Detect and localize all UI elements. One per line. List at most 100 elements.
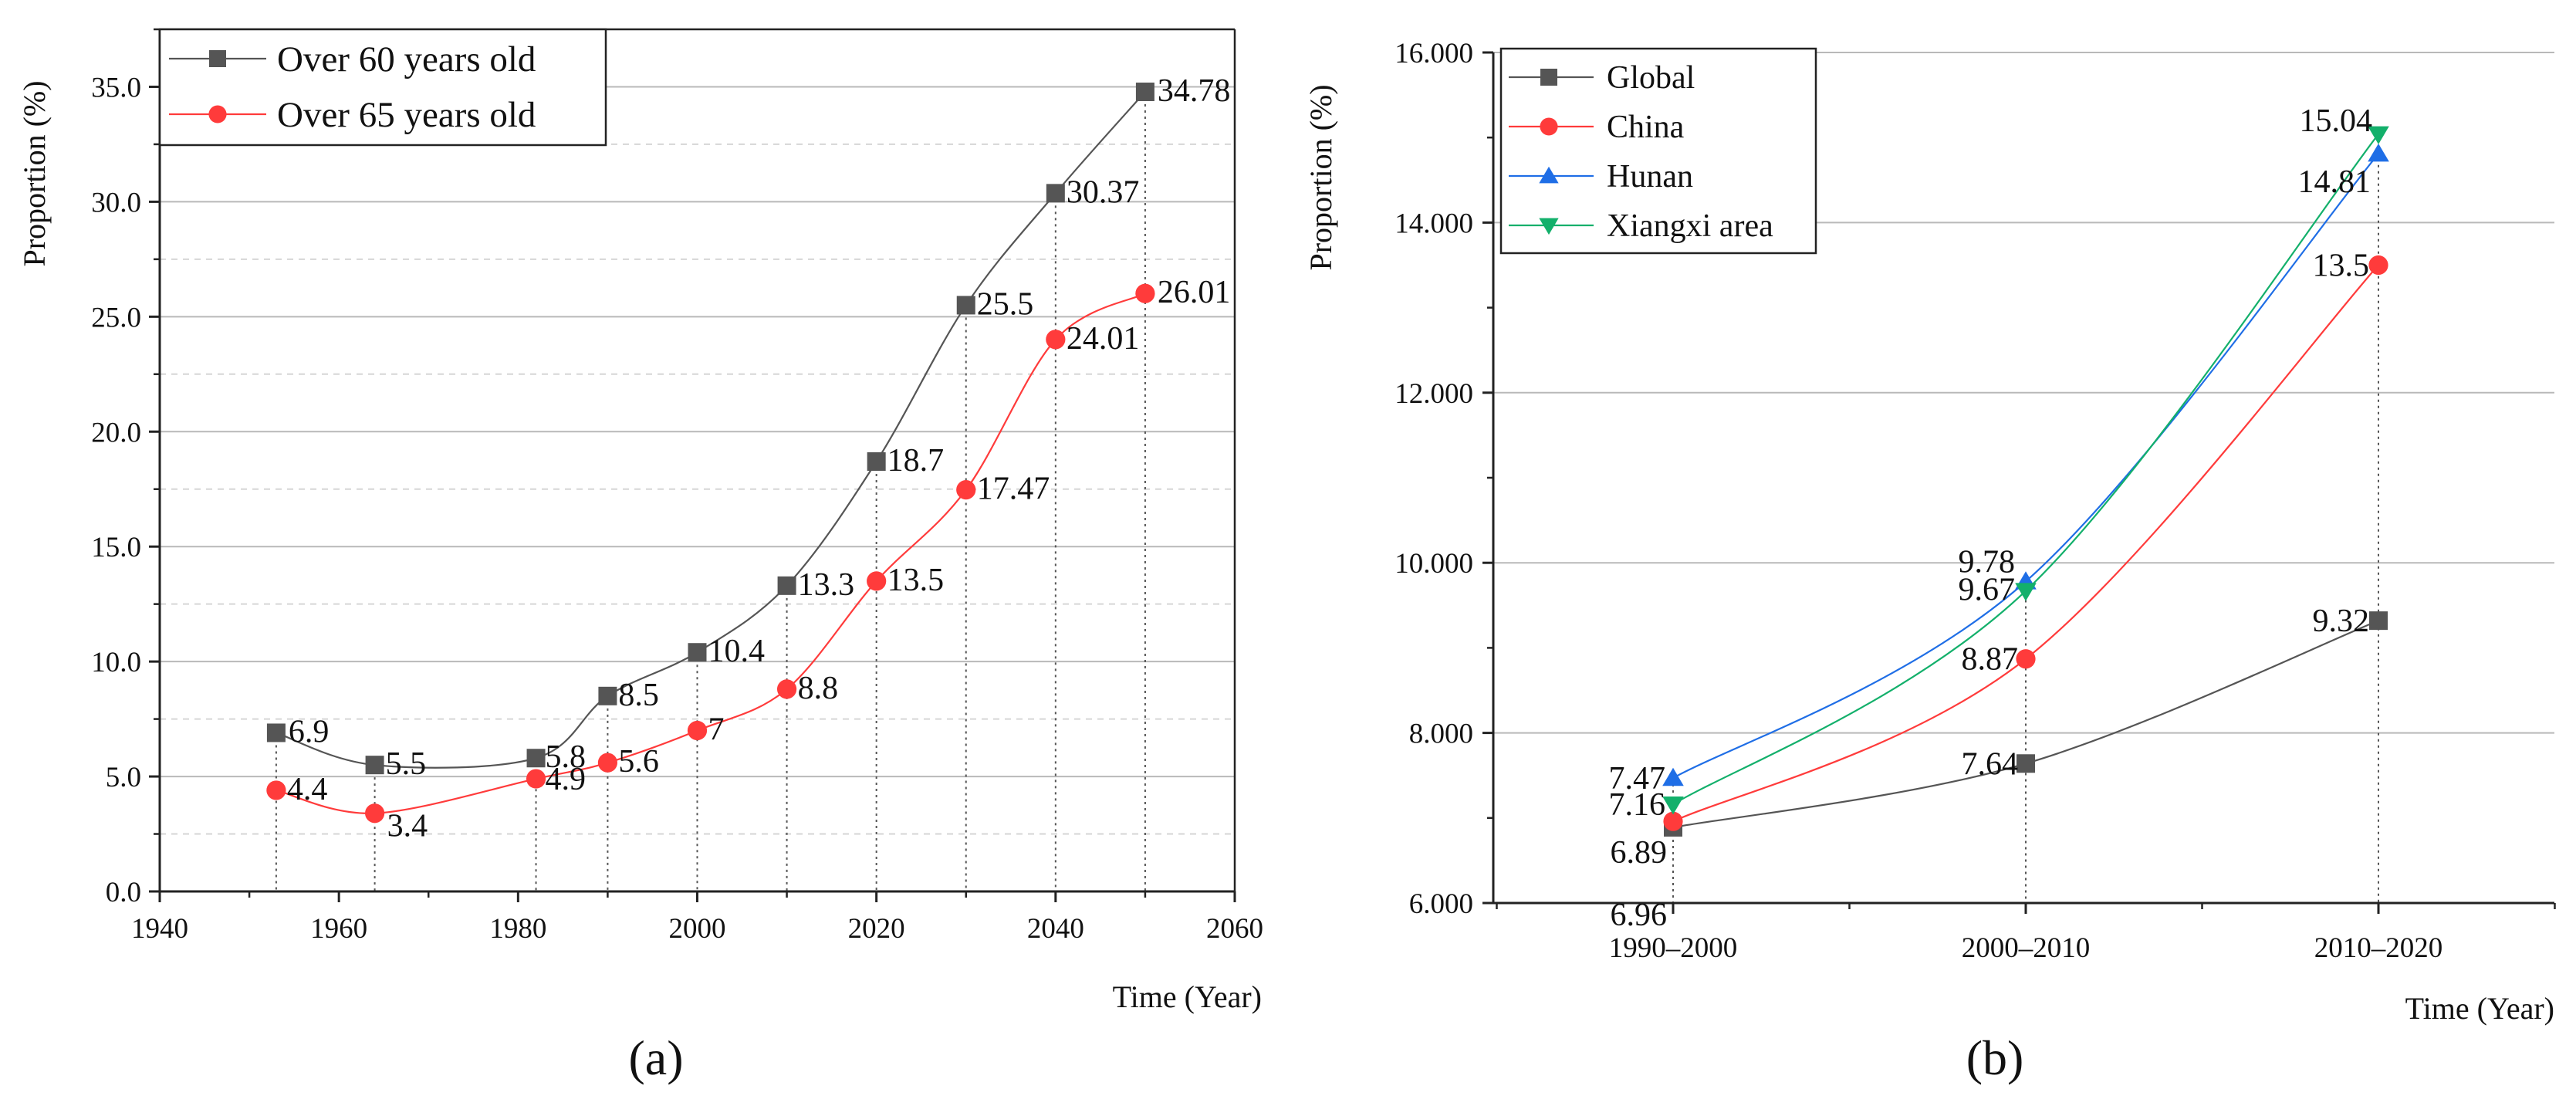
a-curve-0 xyxy=(276,91,1146,769)
panel-a: 1940 1960 1980 2000 2020 2040 2060 0.0 5.0 10.0 15… xyxy=(17,28,1263,1085)
a-marker-0 xyxy=(956,296,975,315)
b-data-label-3: 9.67 xyxy=(1959,573,2016,608)
a-marker-0 xyxy=(688,643,707,662)
a-data-label-0: 10.4 xyxy=(708,634,766,669)
a-y-tick-label: 15.0 xyxy=(91,532,141,563)
b-curve-2 xyxy=(1672,153,2379,779)
b-marker-1 xyxy=(1663,811,1683,831)
a-y-tick-label: 25.0 xyxy=(91,302,141,333)
a-data-label-1: 26.01 xyxy=(1158,275,1231,310)
a-x-tick-label: 2040 xyxy=(1027,913,1084,945)
a-marker-0 xyxy=(1135,83,1154,102)
b-data-label-2: 9.78 xyxy=(1959,544,2016,580)
b-data-label-1: 8.87 xyxy=(1962,642,2019,678)
b-data-label-0: 7.64 xyxy=(1962,746,2019,782)
a-data-label-1: 7 xyxy=(708,712,725,747)
b-marker-1 xyxy=(2368,255,2388,276)
a-panel-caption: (a) xyxy=(628,1030,683,1085)
a-legend-marker-0 xyxy=(209,50,226,67)
a-legend-box xyxy=(158,28,607,147)
a-marker-1 xyxy=(1135,283,1155,303)
a-data-label-0: 6.9 xyxy=(289,714,330,749)
a-data-label-1: 13.5 xyxy=(887,563,945,598)
b-y-tick-label: 14.000 xyxy=(1394,208,1473,239)
b-legend-label-1: China xyxy=(1607,110,1685,145)
a-marker-0 xyxy=(777,576,796,595)
a-data-label-0: 18.7 xyxy=(887,443,945,479)
a-data-label-1: 4.9 xyxy=(546,762,587,797)
a-grid xyxy=(160,29,1235,835)
b-curve-1 xyxy=(1672,264,2379,823)
b-legend-marker-0 xyxy=(1540,69,1557,86)
a-legend-label-0: Over 60 years old xyxy=(277,39,536,79)
a-marker-0 xyxy=(867,452,886,471)
a-marker-1 xyxy=(1046,330,1066,350)
b-data-label-1: 13.5 xyxy=(2313,249,2370,284)
a-marker-1 xyxy=(687,720,708,741)
a-legend-marker-1 xyxy=(208,105,227,123)
b-data-label-2: 7.47 xyxy=(1609,761,1666,797)
a-marker-0 xyxy=(1046,184,1065,203)
b-y-tick-label: 16.000 xyxy=(1394,38,1473,69)
a-x-tick-label: 2060 xyxy=(1206,913,1263,945)
a-series-markers xyxy=(266,83,1155,824)
a-data-label-0: 13.3 xyxy=(798,567,855,603)
b-x-axis-title: Time (Year) xyxy=(2405,991,2554,1026)
a-x-axis-title: Time (Year) xyxy=(1113,979,1262,1014)
b-marker-2 xyxy=(1662,767,1684,786)
a-x-tick-label: 1960 xyxy=(310,913,367,945)
b-x-tick-label: 1990–2000 xyxy=(1609,932,1738,964)
a-data-label-0: 5.5 xyxy=(386,746,426,782)
b-y-axis-title: Proportion (%) xyxy=(1303,84,1338,270)
b-marker-2 xyxy=(2368,143,2389,162)
a-legend: Over 60 years old Over 65 years old xyxy=(158,28,607,147)
b-legend-label-2: Hunan xyxy=(1607,159,1693,194)
a-data-label-1: 3.4 xyxy=(387,809,428,844)
b-data-label-3: 15.04 xyxy=(2300,103,2373,139)
b-data-label-1: 6.96 xyxy=(1611,898,1668,933)
a-y-tick-label: 35.0 xyxy=(91,72,141,103)
a-x-tick-label: 2000 xyxy=(669,913,726,945)
a-data-label-1: 4.4 xyxy=(287,772,328,807)
a-x-tick-label: 1940 xyxy=(131,913,188,945)
a-data-label-1: 5.6 xyxy=(618,744,659,780)
a-y-tick-label: 30.0 xyxy=(91,187,141,218)
b-legend-label-3: Xiangxi area xyxy=(1607,208,1773,244)
b-legend-marker-2 xyxy=(1539,166,1559,184)
b-marker-3 xyxy=(2368,126,2389,144)
b-data-label-0: 9.32 xyxy=(2313,604,2370,639)
a-x-tick-label: 1980 xyxy=(489,913,546,945)
b-legend-marker-1 xyxy=(1540,117,1558,136)
b-marker-3 xyxy=(1662,796,1684,815)
a-data-label-0: 25.5 xyxy=(977,286,1034,322)
a-data-label-0: 8.5 xyxy=(618,678,659,713)
a-y-tick-label: 20.0 xyxy=(91,417,141,448)
b-marker-3 xyxy=(2015,583,2037,601)
a-data-label-1: 17.47 xyxy=(977,472,1050,507)
a-curve-1 xyxy=(276,293,1146,814)
b-marker-0 xyxy=(2369,611,2388,631)
a-marker-1 xyxy=(526,769,546,789)
a-axes: 1940 1960 1980 2000 2020 2040 2060 0.0 5.0 10.0 15… xyxy=(91,28,1263,945)
a-data-label-0: 34.78 xyxy=(1158,73,1231,109)
b-y-tick-label: 6.000 xyxy=(1409,888,1473,920)
b-data-label-2: 14.81 xyxy=(2298,164,2371,200)
a-x-tick-label: 2020 xyxy=(848,913,905,945)
a-data-label-1: 8.8 xyxy=(798,671,839,706)
a-marker-0 xyxy=(598,686,617,705)
a-y-tick-label: 5.0 xyxy=(106,762,141,793)
panel-b: 6.000 8.000 10.000 12.000 14.000 16.000 1990–2… xyxy=(1303,38,2556,1085)
b-data-labels: 6.89 7.64 9.32 6.96 8.87 13.5 7.47 9.78 14.81 7.1… xyxy=(1609,103,2373,933)
a-y-tick-label: 0.0 xyxy=(106,877,141,908)
a-data-label-0: 30.37 xyxy=(1067,174,1140,210)
b-y-tick-label: 8.000 xyxy=(1409,719,1473,750)
a-marker-1 xyxy=(266,780,286,800)
b-legend-marker-3 xyxy=(1539,218,1559,235)
a-y-axis-title: Proportion (%) xyxy=(17,80,52,266)
b-data-label-0: 6.89 xyxy=(1611,835,1668,871)
b-x-tick-label: 2010–2020 xyxy=(2314,932,2443,964)
a-y-tick-label: 10.0 xyxy=(91,647,141,678)
b-data-label-3: 7.16 xyxy=(1609,787,1666,823)
b-axes: 6.000 8.000 10.000 12.000 14.000 16.000 1990–2… xyxy=(1394,38,2556,964)
